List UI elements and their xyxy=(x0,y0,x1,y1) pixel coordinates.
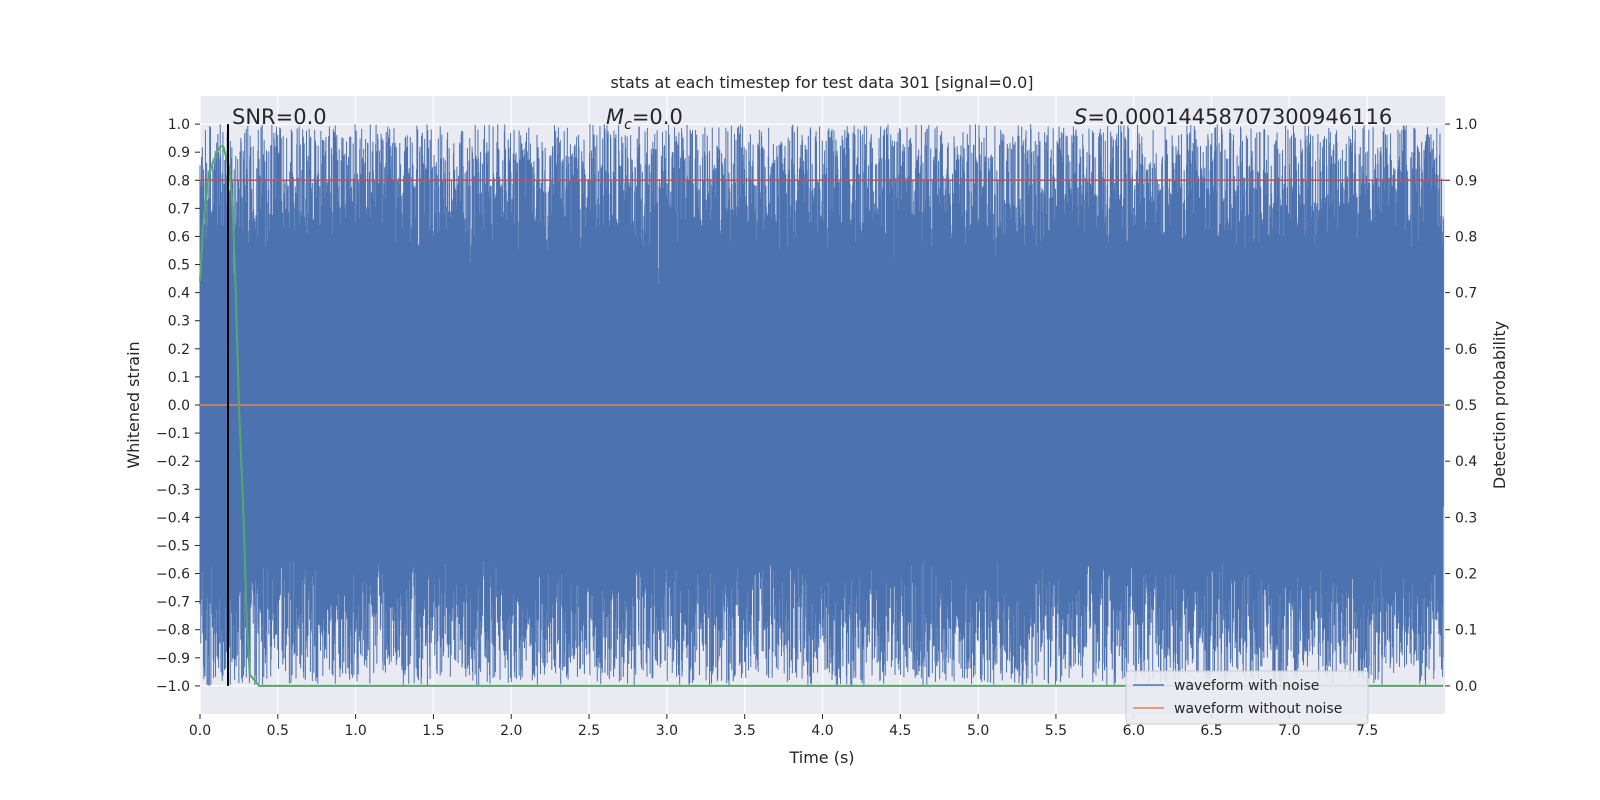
y2-tick-label: 0.3 xyxy=(1455,510,1477,526)
x-tick-label: 7.0 xyxy=(1278,723,1300,739)
legend-box xyxy=(1125,670,1369,725)
y-tick-label: 0.9 xyxy=(168,145,190,161)
y-tick-label: −0.9 xyxy=(156,651,190,667)
detection-probability-line xyxy=(199,145,1444,687)
y-tick-label: −0.6 xyxy=(156,567,190,583)
x-tick-label: 5.5 xyxy=(1045,723,1067,739)
x-tick-label: 0.0 xyxy=(189,723,211,739)
x-tick-label: 1.5 xyxy=(422,723,444,739)
y2-tick-label: 1.0 xyxy=(1455,117,1477,133)
y-tick-label: 0.1 xyxy=(168,370,190,386)
y2-tick-label: 0.1 xyxy=(1455,623,1477,639)
y2-tick-label: 0.2 xyxy=(1455,567,1477,583)
y-axis-label: Whitened strain xyxy=(124,341,143,468)
y2-tick-label: 0.7 xyxy=(1455,286,1477,302)
x-tick-label: 3.0 xyxy=(656,723,678,739)
mc-value: =0.0 xyxy=(632,105,683,129)
y-tick-label: 0.2 xyxy=(168,342,190,358)
s-annotation: S=0.00014458707300946116 xyxy=(1074,105,1392,129)
x-axis-label: Time (s) xyxy=(788,748,854,767)
legend-label-waveform-without-noise: waveform without noise xyxy=(1174,701,1342,717)
x-tick-label: 2.5 xyxy=(578,723,600,739)
y-tick-label: 0.7 xyxy=(168,201,190,217)
y2-tick-label: 0.5 xyxy=(1455,398,1477,414)
y2-tick-label: 0.6 xyxy=(1455,342,1477,358)
y-tick-label: 0.8 xyxy=(168,173,190,189)
y-tick-label: −0.1 xyxy=(156,426,190,442)
y-tick-label: 1.0 xyxy=(168,117,190,133)
y2-tick-label: 0.8 xyxy=(1455,229,1477,245)
mc-symbol: M xyxy=(606,105,624,129)
x-tick-label: 7.5 xyxy=(1356,723,1378,739)
y2-tick-label: 0.9 xyxy=(1455,173,1477,189)
x-tick-label: 3.5 xyxy=(734,723,756,739)
y-tick-label: 0.5 xyxy=(168,258,190,274)
y-tick-label: −1.0 xyxy=(156,679,190,695)
mc-annotation: Mc=0.0 xyxy=(606,105,683,133)
y-tick-label: −0.4 xyxy=(156,510,190,526)
y-tick-label: −0.7 xyxy=(156,595,190,611)
chart-title: stats at each timestep for test data 301… xyxy=(610,73,1033,92)
y2-tick-label: 0.0 xyxy=(1455,679,1477,695)
s-value: =0.00014458707300946116 xyxy=(1087,105,1392,129)
y-tick-label: −0.2 xyxy=(156,454,190,470)
snr-annotation: SNR=0.0 xyxy=(232,105,327,129)
x-tick-label: 6.5 xyxy=(1200,723,1222,739)
mc-subscript: c xyxy=(624,117,632,133)
y-tick-label: −0.3 xyxy=(156,482,190,498)
y-tick-label: 0.6 xyxy=(168,229,190,245)
x-tick-label: 4.0 xyxy=(811,723,833,739)
y2-tick-label: 0.4 xyxy=(1455,454,1477,470)
x-tick-label: 6.0 xyxy=(1123,723,1145,739)
x-tick-label: 2.0 xyxy=(500,723,522,739)
y2-axis-label: Detection probability xyxy=(1490,321,1509,489)
y-tick-label: −0.5 xyxy=(156,538,190,554)
y-tick-label: 0.3 xyxy=(168,314,190,330)
y-tick-label: 0.4 xyxy=(168,286,190,302)
legend: waveform with noise waveform without noi… xyxy=(1125,670,1369,725)
x-tick-label: 4.5 xyxy=(889,723,911,739)
x-tick-label: 5.0 xyxy=(967,723,989,739)
s-symbol: S xyxy=(1074,105,1087,129)
legend-label-waveform-with-noise: waveform with noise xyxy=(1174,678,1319,694)
series-lines xyxy=(199,124,1445,687)
x-tick-label: 1.0 xyxy=(344,723,366,739)
y-tick-label: −0.8 xyxy=(156,623,190,639)
ticks: 0.0 0.5 1.0 1.5 2.0 2.5 3.0 3.5 4.0 4.5 5.0 5.5 6.0 6… xyxy=(156,117,1477,739)
y-tick-label: 0.0 xyxy=(168,398,190,414)
x-tick-label: 0.5 xyxy=(267,723,289,739)
